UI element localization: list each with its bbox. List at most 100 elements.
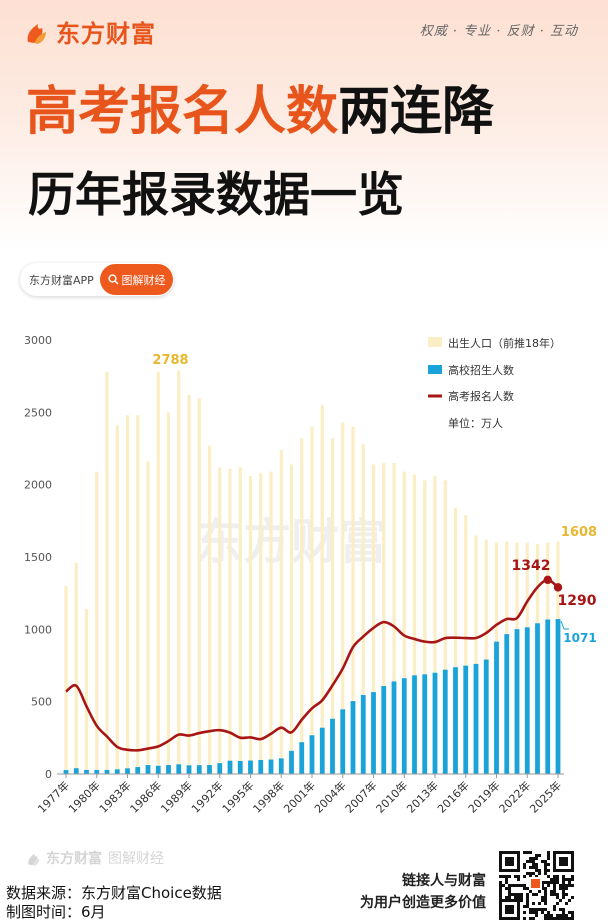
admissions-bar bbox=[473, 663, 479, 774]
births-bar bbox=[484, 539, 488, 774]
y-axis: 0 500 1000 1500 2000 2500 3000 bbox=[24, 334, 52, 781]
qr-module bbox=[526, 902, 529, 905]
births-bar bbox=[177, 370, 181, 774]
qr-module bbox=[547, 869, 550, 872]
admissions-bar bbox=[412, 675, 417, 774]
qr-module bbox=[523, 884, 526, 887]
app-badge[interactable]: 东方财富APP 图解财经 bbox=[20, 263, 174, 296]
qr-module bbox=[529, 908, 532, 911]
qr-module bbox=[505, 887, 508, 890]
births-bar bbox=[279, 449, 283, 774]
qr-module bbox=[547, 884, 550, 887]
y-tick-label: 2500 bbox=[24, 406, 52, 419]
births-bar bbox=[392, 462, 396, 774]
qr-module bbox=[550, 917, 553, 920]
qr-module bbox=[562, 881, 565, 884]
qr-module bbox=[565, 893, 568, 896]
x-tick-label: 2010年 bbox=[373, 778, 410, 815]
qr-module bbox=[523, 875, 526, 878]
births-bar bbox=[269, 471, 273, 774]
x-tick-label: 1983年 bbox=[96, 778, 133, 815]
qr-module bbox=[523, 917, 526, 920]
qr-module bbox=[505, 875, 508, 878]
admissions-bar bbox=[330, 718, 335, 774]
admissions-bar bbox=[381, 686, 387, 774]
admissions-bar bbox=[104, 769, 110, 774]
qr-module bbox=[523, 887, 526, 890]
admissions-bar bbox=[73, 768, 79, 774]
x-tick-label: 2007年 bbox=[342, 778, 379, 815]
qr-module bbox=[505, 896, 508, 899]
qr-code-icon[interactable] bbox=[496, 848, 578, 923]
births-bar bbox=[197, 397, 201, 774]
y-tick-label: 2000 bbox=[24, 479, 52, 492]
admissions-last-label: 1071 bbox=[563, 631, 596, 645]
births-bar bbox=[238, 467, 242, 774]
qr-module bbox=[541, 911, 544, 914]
admissions-series bbox=[63, 619, 561, 774]
births-bar bbox=[423, 480, 427, 774]
births-bar bbox=[433, 475, 437, 774]
x-tick-label: 1989年 bbox=[158, 778, 195, 815]
qr-module bbox=[532, 902, 535, 905]
qr-module bbox=[535, 869, 538, 872]
qr-module bbox=[547, 911, 550, 914]
qr-module bbox=[520, 884, 523, 887]
qr-module bbox=[529, 857, 532, 860]
qr-module bbox=[508, 893, 511, 896]
qr-module bbox=[535, 911, 538, 914]
births-last-label: 1608 bbox=[561, 525, 597, 540]
qr-module bbox=[523, 851, 526, 854]
qr-module bbox=[556, 896, 559, 899]
legend-label-admissions: 高校招生人数 bbox=[448, 363, 514, 377]
admissions-bar bbox=[217, 763, 223, 774]
footer-slogan-line1: 链接人与财富 bbox=[402, 873, 486, 889]
qr-module bbox=[514, 893, 517, 896]
births-bar bbox=[95, 471, 99, 774]
qr-module bbox=[559, 887, 562, 890]
qr-module bbox=[559, 917, 562, 920]
qr-module bbox=[538, 869, 541, 872]
qr-module bbox=[544, 896, 547, 899]
qr-module bbox=[544, 890, 547, 893]
qr-module bbox=[556, 893, 559, 896]
admissions-bar bbox=[504, 634, 510, 774]
qr-module bbox=[559, 884, 562, 887]
births-bar bbox=[218, 467, 222, 774]
qr-module bbox=[535, 863, 538, 866]
admissions-bar bbox=[207, 765, 212, 774]
admissions-bar bbox=[135, 767, 141, 774]
y-tick-label: 1500 bbox=[24, 551, 52, 564]
qr-logo bbox=[531, 879, 540, 888]
qr-module bbox=[568, 878, 571, 881]
qr-module bbox=[526, 887, 529, 890]
qr-module bbox=[511, 893, 514, 896]
qr-module bbox=[535, 914, 538, 917]
qr-module bbox=[553, 878, 556, 881]
app-button[interactable]: 图解财经 bbox=[100, 264, 173, 295]
footer-brand-name: 东方财富 bbox=[46, 851, 102, 867]
qr-module bbox=[541, 860, 544, 863]
qr-module bbox=[565, 917, 568, 920]
admissions-bar bbox=[289, 750, 294, 774]
qr-module bbox=[544, 917, 547, 920]
qr-module bbox=[529, 860, 532, 863]
qr-module bbox=[562, 896, 565, 899]
qr-module bbox=[517, 896, 520, 899]
qr-module bbox=[562, 887, 565, 890]
applicants-peak-point bbox=[543, 575, 552, 585]
qr-module bbox=[562, 890, 565, 893]
qr-finder-core bbox=[505, 857, 514, 866]
qr-module bbox=[529, 866, 532, 869]
qr-module bbox=[544, 902, 547, 905]
qr-module bbox=[544, 869, 547, 872]
births-bar bbox=[443, 480, 447, 774]
births-bar bbox=[115, 425, 119, 774]
x-tick-label: 1995年 bbox=[219, 778, 256, 815]
qr-module bbox=[553, 905, 556, 908]
flame-logo-icon bbox=[27, 23, 46, 44]
births-peak-label: 2788 bbox=[152, 353, 188, 368]
admissions-bar bbox=[114, 769, 120, 774]
qr-module bbox=[565, 878, 568, 881]
qr-module bbox=[547, 917, 550, 920]
